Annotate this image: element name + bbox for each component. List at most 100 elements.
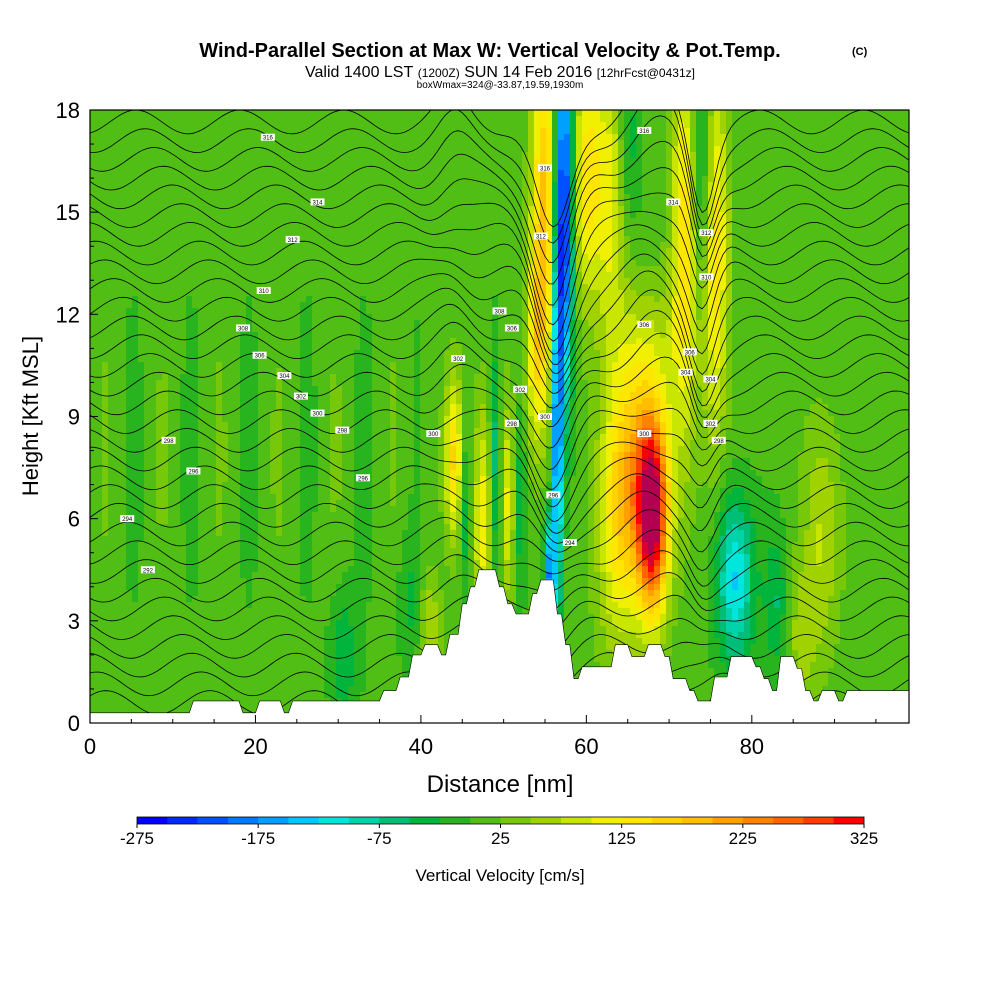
velocity-cell — [750, 320, 757, 327]
velocity-cell — [366, 302, 373, 309]
velocity-cell — [642, 164, 649, 171]
velocity-cell — [738, 320, 745, 327]
velocity-cell — [150, 302, 157, 309]
velocity-cell — [228, 296, 235, 303]
velocity-cell — [720, 146, 727, 153]
velocity-cell — [378, 266, 385, 273]
velocity-cell — [624, 152, 631, 159]
velocity-cell — [750, 278, 757, 285]
velocity-cell — [594, 212, 601, 219]
velocity-cell — [570, 134, 577, 141]
velocity-cell — [348, 200, 355, 207]
velocity-cell — [336, 146, 343, 153]
velocity-cell — [270, 212, 277, 219]
velocity-cell — [804, 218, 811, 225]
velocity-cell — [402, 242, 409, 249]
velocity-cell — [282, 254, 289, 261]
velocity-cell — [696, 116, 703, 123]
velocity-cell — [114, 110, 121, 117]
velocity-cell — [540, 200, 547, 207]
velocity-cell — [90, 242, 97, 249]
velocity-cell — [786, 194, 793, 201]
velocity-cell — [426, 116, 433, 123]
velocity-cell — [396, 140, 403, 147]
velocity-cell — [396, 158, 403, 165]
velocity-cell — [210, 248, 217, 255]
velocity-cell — [528, 242, 535, 249]
velocity-cell — [462, 158, 469, 165]
velocity-cell — [336, 326, 343, 333]
velocity-cell — [900, 266, 907, 273]
velocity-cell — [714, 116, 721, 123]
velocity-cell — [708, 212, 715, 219]
velocity-cell — [198, 284, 205, 291]
velocity-cell — [810, 122, 817, 129]
velocity-cell — [210, 128, 217, 135]
velocity-cell — [246, 302, 253, 309]
velocity-cell — [234, 272, 241, 279]
velocity-cell — [396, 182, 403, 189]
velocity-cell — [714, 242, 721, 249]
velocity-cell — [240, 194, 247, 201]
velocity-cell — [516, 134, 523, 141]
velocity-cell — [780, 140, 787, 147]
velocity-cell — [324, 254, 331, 261]
velocity-cell — [216, 248, 223, 255]
velocity-cell — [228, 272, 235, 279]
velocity-cell — [756, 188, 763, 195]
velocity-cell — [858, 140, 865, 147]
velocity-cell — [552, 158, 559, 165]
velocity-cell — [366, 170, 373, 177]
velocity-cell — [522, 170, 529, 177]
velocity-cell — [534, 266, 541, 273]
velocity-cell — [720, 260, 727, 267]
velocity-cell — [420, 110, 427, 117]
velocity-cell — [114, 128, 121, 135]
velocity-cell — [360, 242, 367, 249]
velocity-cell — [606, 176, 613, 183]
velocity-cell — [324, 290, 331, 297]
velocity-cell — [588, 140, 595, 147]
velocity-cell — [510, 206, 517, 213]
velocity-cell — [726, 158, 733, 165]
velocity-cell — [816, 182, 823, 189]
velocity-cell — [894, 314, 901, 321]
velocity-cell — [594, 302, 601, 309]
velocity-cell — [474, 170, 481, 177]
velocity-cell — [648, 140, 655, 147]
velocity-cell — [102, 200, 109, 207]
velocity-cell — [288, 230, 295, 237]
velocity-cell — [852, 164, 859, 171]
velocity-cell — [132, 254, 139, 261]
velocity-cell — [108, 152, 115, 159]
velocity-cell — [198, 224, 205, 231]
velocity-cell — [762, 158, 769, 165]
velocity-cell — [642, 314, 649, 321]
velocity-cell — [492, 128, 499, 135]
velocity-cell — [222, 194, 229, 201]
velocity-cell — [270, 224, 277, 231]
velocity-cell — [246, 230, 253, 237]
velocity-cell — [474, 242, 481, 249]
velocity-cell — [336, 272, 343, 279]
velocity-cell — [360, 266, 367, 273]
velocity-cell — [870, 224, 877, 231]
velocity-cell — [906, 224, 909, 231]
velocity-cell — [138, 266, 145, 273]
velocity-cell — [162, 164, 169, 171]
velocity-cell — [108, 278, 115, 285]
velocity-cell — [384, 236, 391, 243]
velocity-cell — [654, 260, 661, 267]
velocity-cell — [306, 236, 313, 243]
velocity-cell — [894, 116, 901, 123]
velocity-cell — [654, 278, 661, 285]
velocity-cell — [696, 230, 703, 237]
velocity-cell — [654, 296, 661, 303]
velocity-cell — [240, 122, 247, 129]
velocity-cell — [792, 176, 799, 183]
velocity-cell — [624, 248, 631, 255]
velocity-cell — [312, 296, 319, 303]
velocity-cell — [840, 236, 847, 243]
velocity-cell — [432, 158, 439, 165]
velocity-cell — [102, 224, 109, 231]
